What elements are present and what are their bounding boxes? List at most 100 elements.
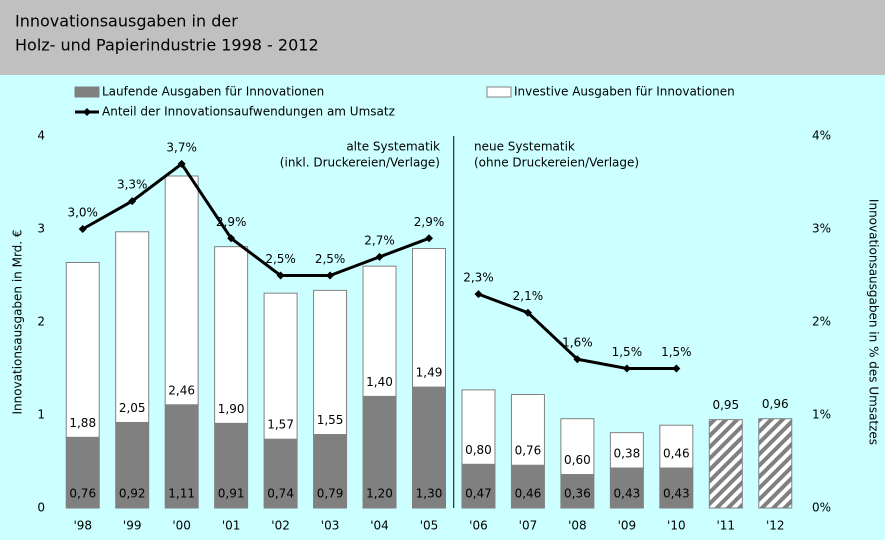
line-marker: [227, 234, 236, 243]
chart-title: Innovationsausgaben in der: [15, 12, 238, 31]
bar: [263, 438, 298, 509]
bar: [560, 418, 595, 476]
x-tick-label: '07: [519, 519, 538, 533]
bar-value-label: 0,46: [515, 487, 542, 501]
bar: [412, 248, 446, 388]
line-marker: [523, 308, 532, 317]
line-value-label: 2,5%: [315, 252, 346, 266]
bar: [313, 289, 348, 436]
bar-value-label: 0,76: [69, 487, 96, 501]
bar-value-label: 0,46: [663, 447, 690, 461]
y-tick-label: 3: [37, 222, 45, 236]
x-tick-label: '08: [568, 519, 587, 533]
line-marker: [425, 234, 433, 243]
annotation: alte Systematik: [346, 140, 440, 154]
line-value-label: 3,7%: [166, 140, 197, 154]
line-value-label: 1,5%: [661, 345, 692, 359]
bar-value-label: 1,40: [366, 375, 393, 389]
bar: [214, 422, 249, 509]
x-tick-label: '06: [469, 519, 488, 533]
y2-tick-label: 4%: [812, 129, 831, 143]
legend-label: Investive Ausgaben für Innovationen: [514, 85, 735, 99]
x-tick-label: '03: [321, 519, 340, 533]
bar-value-label: 1,49: [416, 366, 443, 380]
bar: [659, 467, 694, 509]
bar: [609, 467, 644, 509]
y2-tick-label: 2%: [812, 315, 831, 329]
line-value-label: 3,3%: [117, 178, 148, 192]
legend-label: Anteil der Innovationsaufwendungen am Um…: [102, 105, 395, 119]
annotation: neue Systematik: [474, 140, 575, 154]
bar-value-label: 1,30: [416, 487, 443, 501]
y-tick-label: 4: [37, 129, 45, 143]
bar: [659, 424, 694, 469]
bar-value-label: 1,20: [366, 487, 393, 501]
legend-label: Laufende Ausgaben für Innovationen: [102, 85, 324, 99]
line-value-label: 3,0%: [67, 206, 98, 220]
line-marker: [78, 225, 87, 233]
bar: [313, 434, 348, 509]
line-marker: [326, 271, 335, 280]
line-value-label: 2,9%: [414, 215, 445, 229]
x-tick-label: '12: [766, 519, 785, 533]
y-tick-label: 2: [37, 315, 45, 329]
bar-value-label: 1,55: [317, 413, 344, 427]
bar-value-label: 0,95: [712, 398, 739, 412]
bar: [115, 231, 150, 423]
bar-value-label: 0,74: [267, 487, 294, 501]
bar-value-label: 0,38: [614, 447, 641, 461]
bar-value-label: 2,46: [168, 383, 195, 397]
bar-value-label: 0,43: [663, 487, 690, 501]
y2-tick-label: 0%: [812, 501, 831, 515]
x-tick-label: '98: [73, 519, 92, 533]
bar-value-label: 0,76: [515, 444, 542, 458]
bar-value-label: 2,05: [119, 401, 146, 415]
bar: [461, 463, 496, 509]
line-value-label: 2,1%: [513, 289, 544, 303]
y2-axis-label: Innovationsausgaben in % des Umsatzes: [867, 199, 881, 445]
title-band: [0, 0, 885, 75]
bar: [65, 436, 100, 509]
bar-value-label: 1,90: [218, 402, 245, 416]
bar-value-label: 1,57: [267, 418, 294, 432]
bar: [263, 292, 298, 440]
y-tick-label: 1: [37, 408, 45, 422]
chart-title: Holz- und Papierindustrie 1998 - 2012: [15, 36, 319, 55]
line-marker: [622, 364, 631, 373]
bar-value-label: 1,88: [69, 416, 96, 430]
line-marker: [128, 197, 137, 206]
bar-value-label: 0,36: [564, 487, 591, 501]
x-tick-label: '04: [370, 519, 389, 533]
bar-value-label: 0,79: [317, 487, 344, 501]
bar: [214, 246, 249, 424]
bar: [115, 421, 150, 509]
bar: [461, 389, 496, 465]
x-tick-label: '05: [420, 519, 439, 533]
line-marker: [474, 290, 483, 299]
line-value-label: 2,5%: [265, 252, 296, 266]
line-value-label: 2,3%: [463, 271, 494, 285]
line: [81, 161, 430, 277]
y-tick-label: 0: [37, 501, 45, 515]
line-value-label: 1,5%: [612, 345, 643, 359]
bar: [510, 464, 545, 509]
y2-tick-label: 3%: [812, 222, 831, 236]
bar: [362, 395, 397, 509]
line-marker: [375, 252, 384, 261]
line-value-label: 1,6%: [562, 336, 593, 350]
x-tick-label: '09: [618, 519, 637, 533]
bar-value-label: 0,43: [614, 487, 641, 501]
y-axis-label: Innovationsausgaben in Mrd. €: [11, 229, 25, 414]
bar: [560, 474, 595, 509]
bar-value-label: 0,91: [218, 487, 245, 501]
line-value-label: 2,7%: [364, 233, 395, 247]
y2-tick-label: 1%: [812, 408, 831, 422]
x-tick-label: '99: [123, 519, 142, 533]
x-tick-label: '10: [667, 519, 686, 533]
legend-swatch: [486, 86, 512, 98]
line-marker: [177, 159, 186, 168]
bar-value-label: 0,47: [465, 487, 492, 501]
bar-value-label: 1,11: [168, 487, 195, 501]
line-marker: [672, 364, 681, 373]
bar: [164, 175, 199, 406]
